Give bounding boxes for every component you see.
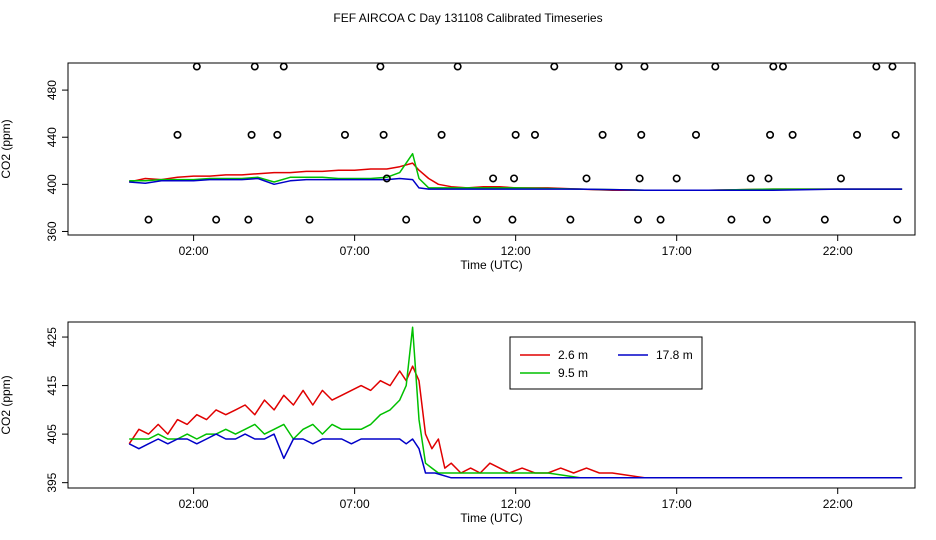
flag-point: [888, 62, 897, 71]
flag-point: [379, 130, 388, 139]
flag-point: [634, 215, 643, 224]
x-tick-label: 12:00: [501, 244, 531, 258]
legend-label: 17.8 m: [656, 348, 693, 362]
x-tick-label: 07:00: [340, 244, 370, 258]
x-tick-label: 02:00: [179, 497, 209, 511]
y-axis-label: CO2 (ppm): [0, 119, 13, 178]
flag-point: [635, 174, 644, 183]
x-tick-label: 02:00: [179, 244, 209, 258]
flag-point: [764, 174, 773, 183]
series-line-17-8-m: [128, 433, 903, 479]
flag-point: [692, 130, 701, 139]
flag-point: [473, 215, 482, 224]
flag-point: [656, 215, 665, 224]
flag-point: [640, 62, 649, 71]
flag-point: [453, 62, 462, 71]
flag-point: [144, 215, 153, 224]
x-tick-label: 07:00: [340, 497, 370, 511]
y-tick-label: 405: [45, 424, 59, 444]
flag-point: [305, 215, 314, 224]
flag-point: [582, 174, 591, 183]
flag-point: [820, 215, 829, 224]
x-tick-label: 17:00: [662, 497, 692, 511]
flag-point: [247, 130, 256, 139]
flag-point: [530, 130, 539, 139]
y-tick-label: 440: [45, 127, 59, 147]
flag-point: [836, 174, 845, 183]
legend: 2.6 m 9.5 m 17.8 m: [509, 336, 703, 390]
flag-point: [489, 174, 498, 183]
flag-point: [510, 174, 519, 183]
flag-point: [711, 62, 720, 71]
flag-point: [766, 130, 775, 139]
flag-point: [637, 130, 646, 139]
plot-frame: [67, 62, 916, 236]
flag-point: [769, 62, 778, 71]
flag-point: [192, 62, 201, 71]
flag-point: [746, 174, 755, 183]
flag-point: [727, 215, 736, 224]
y-tick-label: 480: [45, 80, 59, 100]
flag-point: [614, 62, 623, 71]
legend-box: [509, 336, 703, 390]
flag-point: [279, 62, 288, 71]
flag-point: [437, 130, 446, 139]
flag-point: [508, 215, 517, 224]
legend-label: 2.6 m: [558, 348, 588, 362]
flag-point: [250, 62, 259, 71]
x-tick-label: 17:00: [662, 244, 692, 258]
flag-point: [598, 130, 607, 139]
flag-point: [244, 215, 253, 224]
flag-point: [672, 174, 681, 183]
y-tick-label: 415: [45, 375, 59, 395]
flag-point: [566, 215, 575, 224]
flag-point: [550, 62, 559, 71]
series-line-2-6-m: [128, 365, 903, 479]
flag-point: [511, 130, 520, 139]
flag-point: [402, 215, 411, 224]
flag-point: [340, 130, 349, 139]
y-tick-label: 400: [45, 174, 59, 194]
flag-point: [273, 130, 282, 139]
flag-point: [891, 130, 900, 139]
y-tick-label: 425: [45, 327, 59, 347]
y-axis-label: CO2 (ppm): [0, 375, 13, 434]
x-axis-label: Time (UTC): [460, 511, 522, 525]
flag-point: [778, 62, 787, 71]
bottom-panel: 02:00 07:00 12:00 17:00 22:00 Time (UTC) 395 40…: [0, 321, 916, 525]
y-tick-label: 395: [45, 472, 59, 492]
flag-point: [173, 130, 182, 139]
flag-point: [788, 130, 797, 139]
x-tick-label: 22:00: [823, 244, 853, 258]
y-tick-label: 360: [45, 221, 59, 241]
flag-point: [893, 215, 902, 224]
series-line-17-8-m: [129, 177, 903, 191]
plot-frame: [67, 321, 916, 489]
flag-point: [212, 215, 221, 224]
x-tick-label: 22:00: [823, 497, 853, 511]
flag-point: [376, 62, 385, 71]
flag-point: [853, 130, 862, 139]
flag-point: [382, 174, 391, 183]
series-line-9-5-m: [129, 152, 903, 191]
x-tick-label: 12:00: [501, 497, 531, 511]
legend-label: 9.5 m: [558, 366, 588, 380]
top-panel: 02:00 07:00 12:00 17:00 22:00 Time (UTC) 360 40…: [0, 62, 916, 272]
chart-title: FEF AIRCOA C Day 131108 Calibrated Times…: [333, 11, 602, 25]
flag-point: [872, 62, 881, 71]
flag-point: [762, 215, 771, 224]
x-axis-label: Time (UTC): [460, 258, 522, 272]
